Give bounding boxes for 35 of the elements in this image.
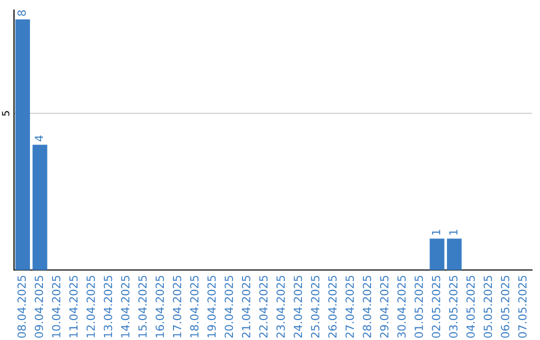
x-tick-label: 08.04.2025: [17, 276, 26, 338]
x-tick-label: 30.04.2025: [397, 276, 406, 338]
x-tick-label: 22.04.2025: [259, 276, 268, 338]
y-tick-label: 5: [2, 111, 10, 116]
x-tick-label: 17.04.2025: [172, 276, 182, 338]
x-tick-label: 04.05.2025: [466, 276, 475, 338]
x-tick-label: 06.05.2025: [500, 276, 510, 338]
x-tick-label: 19.04.2025: [207, 276, 216, 338]
x-tick-label: 28.04.2025: [362, 276, 372, 338]
x-tick-label: 14.04.2025: [121, 276, 130, 338]
x-tick-label: 11.04.2025: [69, 276, 78, 338]
x-tick-label: 26.04.2025: [328, 276, 337, 338]
x-tick-label: 20.04.2025: [224, 276, 234, 338]
x-tick-label: 23.04.2025: [276, 276, 285, 338]
x-tick-label: 18.04.2025: [190, 276, 199, 338]
x-tick-label: 02.05.2025: [432, 276, 440, 338]
x-tick-label: 10.04.2025: [52, 276, 60, 338]
x-tick-label: 24.04.2025: [294, 276, 302, 338]
data-label: 4: [34, 135, 43, 142]
x-tick-label: 16.04.2025: [156, 276, 164, 338]
x-tick-label: 03.05.2025: [449, 276, 458, 338]
x-tick-label: 07.05.2025: [518, 276, 527, 338]
data-label: 1: [432, 230, 440, 235]
x-tick-label: 05.05.2025: [484, 276, 492, 338]
x-tick-label: 12.04.2025: [86, 276, 95, 338]
x-tick-label: 27.04.2025: [346, 276, 354, 338]
x-tick-label: 29.04.2025: [380, 276, 388, 338]
x-tick-label: 09.04.2025: [34, 276, 44, 338]
data-label: 8: [17, 10, 26, 16]
x-tick-label: 13.04.2025: [104, 276, 112, 338]
x-tick-label: 15.04.2025: [138, 276, 147, 338]
x-tick-label: 01.05.2025: [414, 276, 423, 338]
data-label: 1: [449, 230, 458, 235]
x-tick-label: 25.04.2025: [310, 276, 320, 338]
x-tick-label: 21.04.2025: [242, 276, 250, 338]
